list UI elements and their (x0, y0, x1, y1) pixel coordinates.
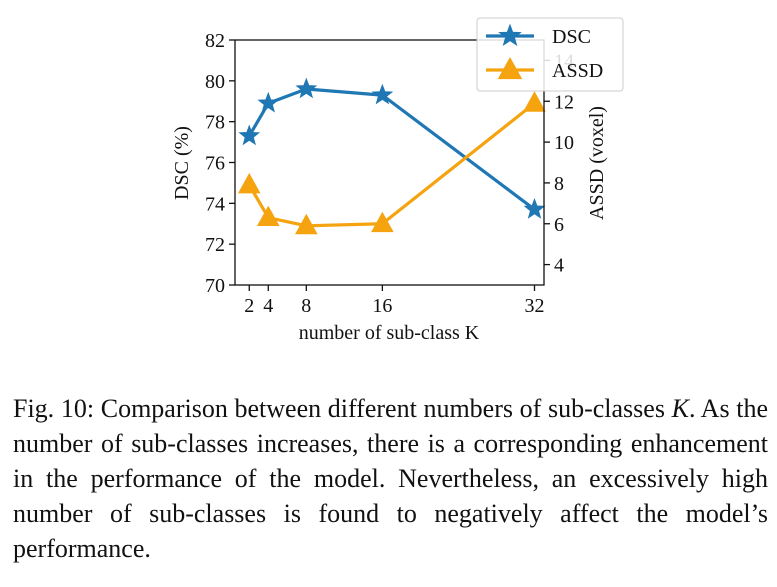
y2-tick-label: 10 (554, 132, 574, 154)
legend: DSC ASSD (476, 17, 624, 92)
legend-triangle-icon (497, 56, 523, 80)
y-tick-label: 70 (205, 275, 225, 297)
y2-axis-label: ASSD (voxel) (586, 106, 608, 220)
y-tick-label: 80 (205, 71, 225, 93)
assd-point (256, 205, 280, 227)
x-axis-label: number of sub-class K (299, 322, 480, 344)
figure-caption: Fig. 10: Comparison between different nu… (13, 391, 768, 566)
y2-tick-label: 4 (554, 255, 564, 277)
dsc-point (523, 198, 546, 219)
series-layer (237, 77, 546, 235)
dsc-point (238, 124, 261, 146)
x-tick-label: 8 (301, 295, 311, 317)
dsc-point (257, 91, 280, 113)
y-tick-label: 82 (205, 30, 225, 52)
y-axis-label: DSC (%) (171, 126, 193, 200)
y2-tick-label: 8 (554, 173, 564, 195)
x-tick-label: 16 (372, 295, 392, 317)
assd-point (295, 213, 318, 235)
legend-star-icon (498, 23, 522, 47)
x-tick-label: 32 (524, 295, 544, 317)
y-tick-label: 78 (205, 112, 225, 134)
assd-point (523, 91, 546, 112)
y-tick-label: 74 (205, 193, 225, 215)
caption-k-symbol: K (671, 394, 689, 423)
x-tick-label: 4 (263, 295, 273, 317)
y-tick-label: 76 (205, 153, 225, 175)
legend-label-dsc: DSC (552, 26, 591, 48)
assd-point (371, 211, 394, 233)
x-tick-label: 2 (244, 295, 254, 317)
bottom-axis: 2 4 8 16 32 (244, 285, 544, 317)
dsc-point (371, 83, 394, 105)
assd-point (237, 172, 261, 194)
y2-tick-label: 6 (554, 214, 564, 236)
legend-label-assd: ASSD (552, 60, 603, 82)
dsc-point (295, 77, 318, 99)
left-axis: 70 72 74 76 78 80 82 (205, 30, 235, 297)
y2-tick-label: 12 (554, 91, 574, 113)
y-tick-label: 72 (205, 234, 225, 256)
caption-suffix: . As the number of sub-classes increases… (13, 394, 768, 563)
series-line-assd (247, 102, 536, 228)
caption-prefix: Fig. 10: Comparison between different nu… (13, 394, 672, 423)
series-line-dsc (247, 87, 536, 211)
